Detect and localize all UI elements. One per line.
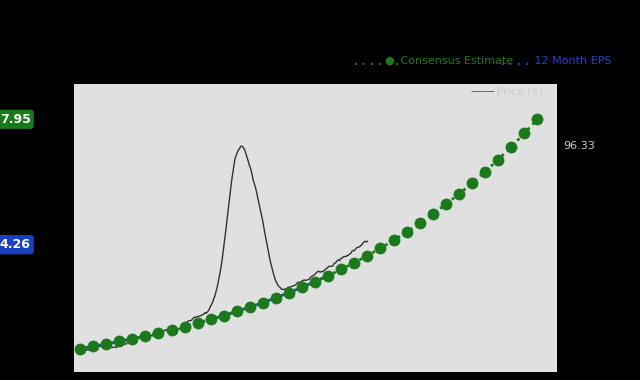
Text: ——: —— bbox=[470, 85, 495, 98]
Text: 12 Month EPS: 12 Month EPS bbox=[531, 56, 612, 66]
Text: Price ($): Price ($) bbox=[493, 86, 543, 96]
Text: 96.33: 96.33 bbox=[564, 141, 595, 152]
Text: ....: .... bbox=[499, 54, 532, 68]
Text: Consensus Estimate: Consensus Estimate bbox=[397, 56, 513, 66]
Text: ......: ...... bbox=[352, 54, 403, 68]
Text: 7.95: 7.95 bbox=[0, 113, 31, 126]
Text: 4.26: 4.26 bbox=[0, 238, 31, 251]
Text: ●: ● bbox=[384, 56, 394, 66]
